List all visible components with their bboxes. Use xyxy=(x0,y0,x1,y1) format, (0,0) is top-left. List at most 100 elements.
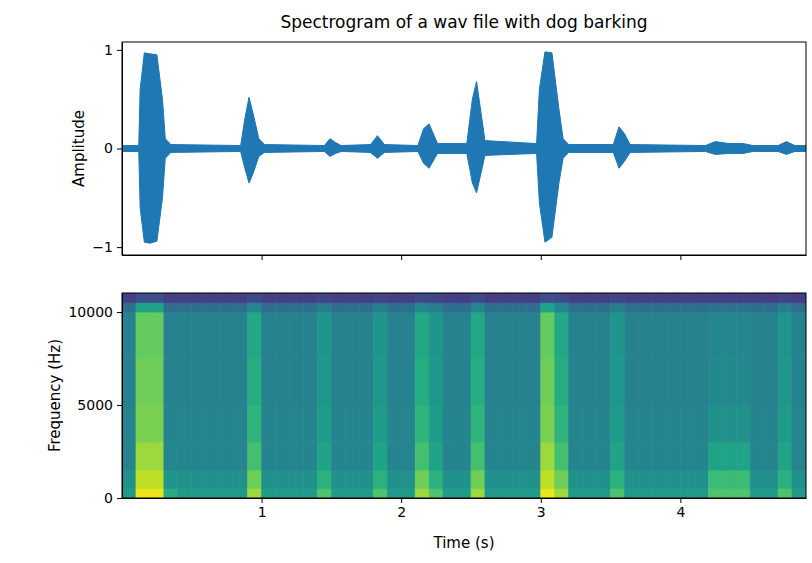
heatmap-cell xyxy=(792,312,806,358)
tick: 4 xyxy=(676,498,685,520)
heatmap-cell xyxy=(555,303,569,312)
heatmap-cell xyxy=(345,489,359,498)
heatmap-cell xyxy=(415,405,429,442)
tick-label: 1 xyxy=(104,42,113,58)
tick-mark xyxy=(401,498,402,503)
heatmap-cell xyxy=(122,293,136,303)
heatmap-cell xyxy=(192,293,206,303)
heatmap-cell xyxy=(583,442,597,470)
heatmap-cell xyxy=(373,303,387,312)
heatmap-cell xyxy=(136,293,150,303)
heatmap-cell xyxy=(569,293,583,303)
heatmap-cell xyxy=(499,442,513,470)
heatmap-cell xyxy=(499,359,513,405)
heatmap-cell xyxy=(192,470,206,489)
heatmap-cell xyxy=(178,489,192,498)
heatmap-cell xyxy=(527,470,541,489)
heatmap-cell xyxy=(178,359,192,405)
heatmap-cell xyxy=(792,359,806,405)
heatmap-cell xyxy=(345,312,359,358)
heatmap-cell xyxy=(638,303,652,312)
tick: 1 xyxy=(104,42,122,58)
heatmap-cell xyxy=(276,359,290,405)
heatmap-cell xyxy=(457,303,471,312)
heatmap-cell xyxy=(513,312,527,358)
heatmap-cell xyxy=(206,303,220,312)
heatmap-cell xyxy=(555,359,569,405)
heatmap-cell xyxy=(331,359,345,405)
heatmap-cell xyxy=(611,359,625,405)
heatmap-cell xyxy=(331,312,345,358)
heatmap-cell xyxy=(750,405,764,442)
heatmap-cell xyxy=(359,442,373,470)
heatmap-cell xyxy=(471,293,485,303)
heatmap-cell xyxy=(666,405,680,442)
heatmap-cell xyxy=(638,293,652,303)
heatmap-cell xyxy=(303,293,317,303)
heatmap-cell xyxy=(764,359,778,405)
heatmap-cell xyxy=(625,442,639,470)
heatmap-cell xyxy=(178,303,192,312)
heatmap-cell xyxy=(513,489,527,498)
heatmap-cell xyxy=(736,470,750,489)
heatmap-cell xyxy=(373,442,387,470)
heatmap-cell xyxy=(192,303,206,312)
heatmap-cell xyxy=(555,293,569,303)
heatmap-cell xyxy=(401,359,415,405)
heatmap-cell xyxy=(597,442,611,470)
heatmap-cell xyxy=(792,470,806,489)
heatmap-cell xyxy=(485,470,499,489)
heatmap-cell xyxy=(248,293,262,303)
heatmap-cell xyxy=(694,303,708,312)
heatmap-cell xyxy=(415,359,429,405)
heatmap-cell xyxy=(164,293,178,303)
heatmap-cell xyxy=(471,312,485,358)
heatmap-cell xyxy=(541,489,555,498)
heatmap-cell xyxy=(178,293,192,303)
heatmap-cell xyxy=(164,470,178,489)
heatmap-cell xyxy=(164,489,178,498)
heatmap-cell xyxy=(220,442,234,470)
y-axis-title: Frequency (Hz) xyxy=(46,339,64,452)
heatmap-cell xyxy=(164,442,178,470)
heatmap-cell xyxy=(457,405,471,442)
heatmap-cell xyxy=(499,312,513,358)
heatmap-cell xyxy=(694,442,708,470)
heatmap-cell xyxy=(638,359,652,405)
plot-frame xyxy=(122,42,806,255)
heatmap-cell xyxy=(262,442,276,470)
heatmap-cell xyxy=(652,303,666,312)
heatmap-cell xyxy=(359,359,373,405)
heatmap-cell xyxy=(569,470,583,489)
heatmap-cell xyxy=(373,359,387,405)
heatmap-cell xyxy=(234,405,248,442)
heatmap-cell xyxy=(206,293,220,303)
heatmap-cell xyxy=(290,359,304,405)
heatmap-cell xyxy=(150,359,164,405)
heatmap-cell xyxy=(652,470,666,489)
tick-label: 3 xyxy=(537,504,546,520)
heatmap-cell xyxy=(234,359,248,405)
heatmap-cell xyxy=(778,359,792,405)
heatmap-cell xyxy=(680,442,694,470)
tick-mark xyxy=(541,498,542,503)
heatmap-cell xyxy=(401,312,415,358)
heatmap-cell xyxy=(555,489,569,498)
heatmap-cell xyxy=(401,405,415,442)
waveform xyxy=(122,52,806,243)
heatmap-cell xyxy=(387,303,401,312)
heatmap-cell xyxy=(303,405,317,442)
heatmap-cell xyxy=(136,489,150,498)
heatmap-cell xyxy=(485,489,499,498)
heatmap-cell xyxy=(276,312,290,358)
heatmap-cell xyxy=(443,303,457,312)
tick-label: 10000 xyxy=(68,304,113,320)
heatmap-cell xyxy=(345,359,359,405)
heatmap-cell xyxy=(722,489,736,498)
heatmap-cell xyxy=(122,470,136,489)
heatmap-cell xyxy=(513,303,527,312)
heatmap-cell xyxy=(401,442,415,470)
heatmap-cell xyxy=(206,312,220,358)
axis-line xyxy=(122,294,123,499)
tick-label: 4 xyxy=(676,504,685,520)
